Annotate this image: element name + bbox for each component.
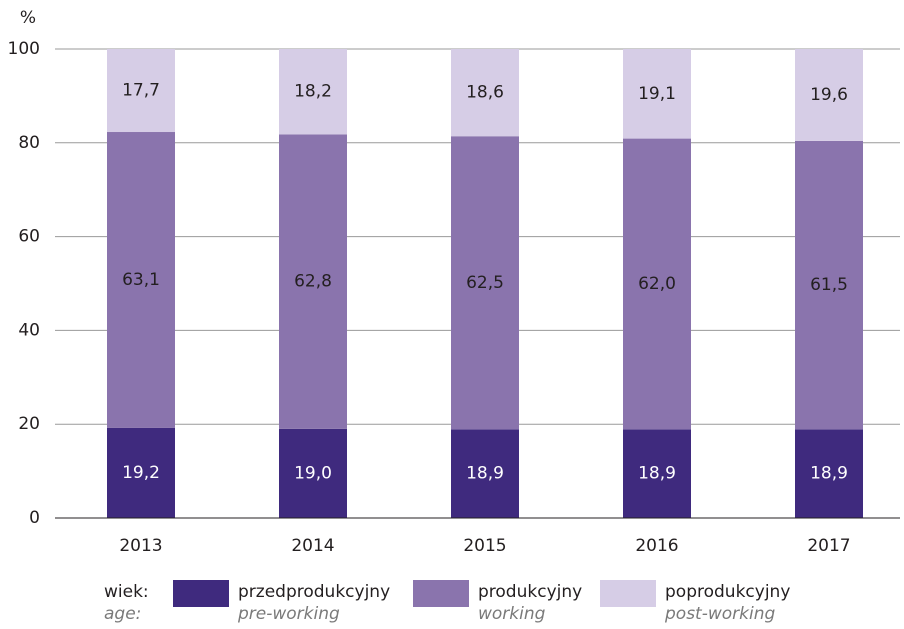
bar-segment xyxy=(451,429,519,518)
bar-segment xyxy=(451,49,519,137)
data-label: 17,7 xyxy=(122,81,160,101)
y-tick-label: 0 xyxy=(29,508,40,528)
data-label: 18,2 xyxy=(294,82,332,102)
x-tick-label: 2015 xyxy=(463,536,506,556)
bar-segment xyxy=(279,428,347,518)
bar-segment xyxy=(107,427,175,518)
legend-label-en: working xyxy=(478,604,546,624)
bar-segment xyxy=(795,140,863,430)
data-label: 19,0 xyxy=(294,463,332,483)
legend-title-en: age: xyxy=(104,604,141,624)
bar-segment xyxy=(107,132,175,428)
y-tick-label: 60 xyxy=(18,227,40,247)
data-label: 18,9 xyxy=(466,464,504,484)
data-label: 19,6 xyxy=(810,85,848,105)
legend-label-en: pre-working xyxy=(237,604,340,624)
data-label: 61,5 xyxy=(810,275,848,295)
x-tick-label: 2016 xyxy=(635,536,678,556)
data-label: 19,2 xyxy=(122,463,160,483)
y-tick-label: 80 xyxy=(18,133,40,153)
x-tick-label: 2013 xyxy=(119,536,162,556)
bar-segment xyxy=(623,429,691,518)
data-label: 62,8 xyxy=(294,272,332,292)
bar-segment xyxy=(623,138,691,430)
data-label: 18,9 xyxy=(810,464,848,484)
data-label: 19,1 xyxy=(638,84,676,104)
bar-segment xyxy=(795,429,863,518)
legend-label-en: post-working xyxy=(664,604,775,624)
bar-segment xyxy=(107,49,175,133)
y-tick-label: 100 xyxy=(8,39,40,59)
data-label: 62,0 xyxy=(638,274,676,294)
data-label: 18,6 xyxy=(466,83,504,103)
bar-segment xyxy=(623,49,691,139)
data-label: 63,1 xyxy=(122,270,160,290)
legend-label: poprodukcyjny xyxy=(665,582,790,602)
bar-segment xyxy=(279,49,347,135)
bar-segment xyxy=(795,49,863,141)
x-tick-label: 2017 xyxy=(807,536,850,556)
y-tick-label: 40 xyxy=(18,320,40,340)
legend-title: wiek: xyxy=(104,582,149,602)
bar-segment xyxy=(279,134,347,429)
y-axis-label: % xyxy=(20,8,36,28)
y-tick-label: 20 xyxy=(18,414,40,434)
data-label: 62,5 xyxy=(466,273,504,293)
legend-label: produkcyjny xyxy=(478,582,582,602)
legend-label: przedprodukcyjny xyxy=(238,582,390,602)
bar-segment xyxy=(451,136,519,430)
x-tick-label: 2014 xyxy=(291,536,334,556)
data-label: 18,9 xyxy=(638,464,676,484)
legend-swatch xyxy=(600,580,656,607)
legend-swatch xyxy=(413,580,469,607)
legend-swatch xyxy=(173,580,229,607)
